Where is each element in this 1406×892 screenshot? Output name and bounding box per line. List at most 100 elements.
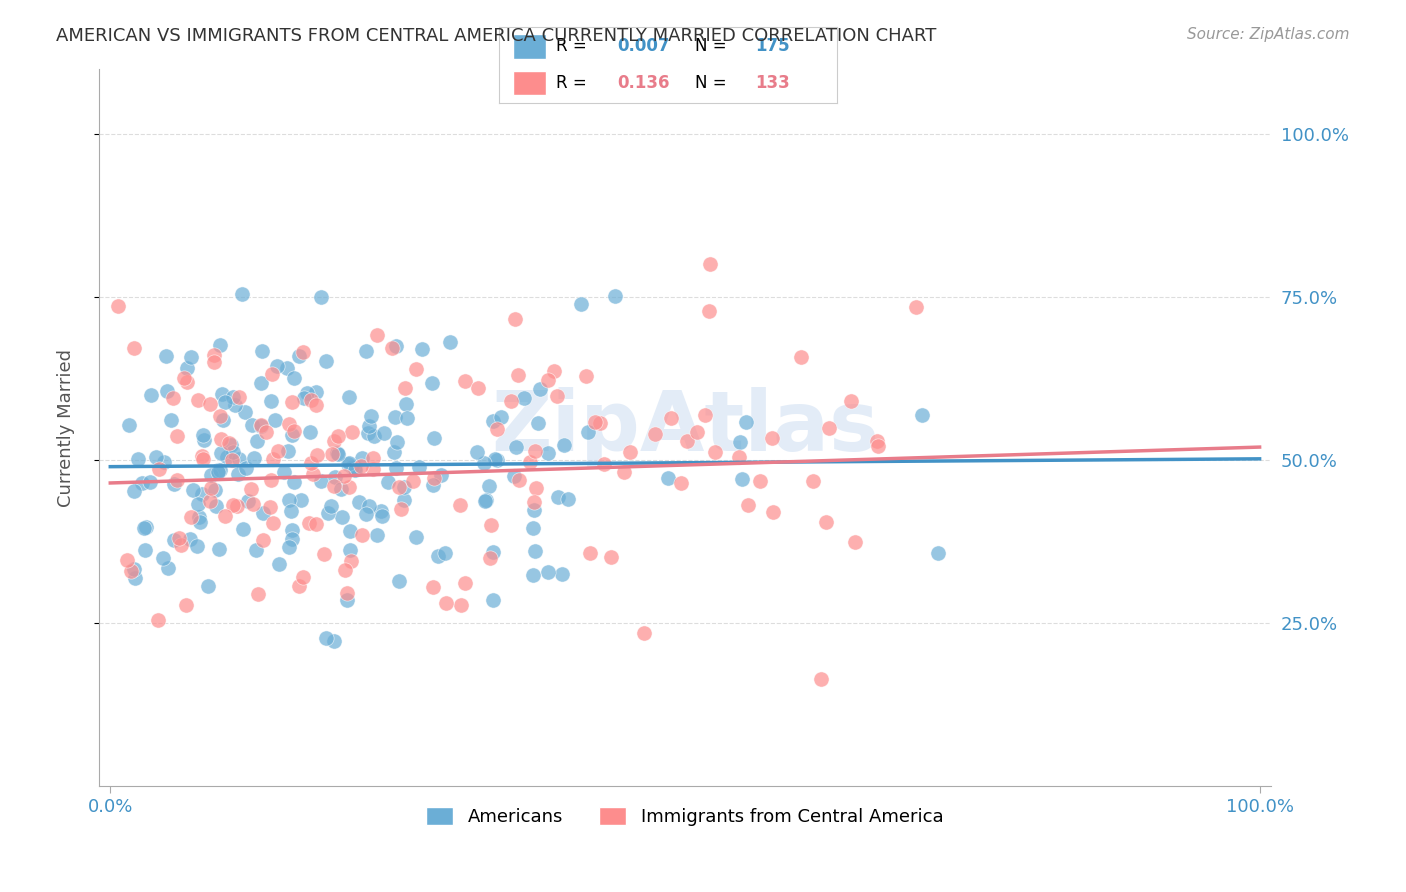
Point bbox=[699, 257, 721, 271]
Point bbox=[259, 500, 281, 515]
Point bbox=[522, 521, 544, 535]
Point bbox=[173, 371, 195, 385]
Point bbox=[405, 530, 427, 544]
Point bbox=[392, 493, 415, 508]
Point bbox=[340, 554, 363, 568]
Text: Source: ZipAtlas.com: Source: ZipAtlas.com bbox=[1187, 27, 1350, 42]
Point bbox=[214, 509, 236, 524]
Point bbox=[449, 498, 471, 512]
Point bbox=[482, 593, 505, 607]
Point bbox=[226, 467, 249, 481]
Point bbox=[352, 450, 374, 465]
Text: 175: 175 bbox=[755, 37, 790, 55]
Point bbox=[250, 344, 273, 359]
Point bbox=[302, 467, 325, 481]
Point bbox=[519, 455, 541, 469]
Point bbox=[221, 498, 243, 512]
Text: R =: R = bbox=[557, 74, 598, 92]
Point bbox=[228, 451, 250, 466]
Point bbox=[523, 494, 546, 508]
Point bbox=[326, 446, 349, 460]
Point bbox=[322, 634, 344, 648]
Point bbox=[728, 450, 751, 464]
Point bbox=[228, 390, 250, 404]
Point bbox=[188, 515, 211, 529]
Point bbox=[505, 440, 527, 454]
Point bbox=[340, 425, 363, 440]
Point bbox=[305, 448, 328, 462]
Point bbox=[524, 444, 547, 458]
Text: N =: N = bbox=[695, 74, 731, 92]
Point bbox=[260, 473, 283, 487]
Point bbox=[479, 551, 502, 566]
Point bbox=[262, 451, 284, 466]
Point bbox=[145, 450, 167, 464]
Point bbox=[167, 531, 190, 545]
Point bbox=[385, 435, 408, 450]
Point bbox=[283, 425, 305, 439]
Point bbox=[208, 462, 231, 476]
Point bbox=[576, 425, 599, 439]
Point bbox=[354, 343, 377, 358]
Point bbox=[288, 579, 311, 593]
Point bbox=[484, 452, 506, 467]
Point bbox=[524, 481, 547, 495]
Point bbox=[250, 418, 273, 433]
Point bbox=[240, 418, 263, 433]
Point bbox=[503, 469, 526, 483]
Point bbox=[388, 480, 411, 494]
Point bbox=[277, 443, 299, 458]
Point bbox=[166, 474, 188, 488]
Point bbox=[569, 297, 592, 311]
Point bbox=[579, 546, 602, 560]
Point bbox=[361, 450, 384, 465]
Point bbox=[575, 369, 598, 384]
Point bbox=[454, 576, 477, 591]
Point bbox=[420, 376, 443, 391]
Point bbox=[117, 552, 139, 566]
Point bbox=[148, 613, 170, 627]
Point bbox=[281, 427, 304, 442]
Point bbox=[761, 431, 783, 445]
Point bbox=[207, 462, 229, 476]
Point bbox=[283, 475, 305, 489]
Point bbox=[485, 453, 508, 467]
Point bbox=[281, 523, 304, 537]
Point bbox=[523, 544, 546, 558]
Point bbox=[815, 516, 838, 530]
Point bbox=[269, 557, 291, 571]
Point bbox=[326, 446, 349, 460]
Point bbox=[208, 409, 231, 423]
Point bbox=[866, 434, 889, 449]
Point bbox=[200, 481, 222, 495]
Point bbox=[157, 561, 180, 575]
Point bbox=[790, 350, 813, 364]
Point bbox=[120, 564, 142, 578]
Point bbox=[844, 535, 866, 549]
Point bbox=[325, 470, 347, 484]
Point bbox=[193, 433, 215, 447]
Point bbox=[202, 355, 225, 369]
Point bbox=[333, 563, 356, 577]
Point bbox=[156, 384, 179, 398]
Point bbox=[326, 429, 349, 443]
Point bbox=[619, 444, 641, 458]
Point bbox=[292, 570, 315, 584]
Point bbox=[370, 504, 392, 518]
Point bbox=[735, 415, 758, 429]
Point bbox=[337, 390, 360, 404]
Point bbox=[235, 461, 257, 475]
Point bbox=[124, 571, 146, 585]
Point bbox=[174, 598, 197, 612]
Point bbox=[330, 509, 353, 524]
Point bbox=[321, 499, 343, 513]
Point bbox=[422, 431, 444, 445]
Point bbox=[107, 300, 129, 314]
FancyBboxPatch shape bbox=[513, 70, 547, 95]
Point bbox=[389, 502, 412, 516]
Point bbox=[599, 550, 621, 565]
Point bbox=[426, 549, 449, 564]
Point bbox=[508, 473, 530, 487]
Point bbox=[191, 487, 214, 501]
Point bbox=[337, 457, 360, 471]
